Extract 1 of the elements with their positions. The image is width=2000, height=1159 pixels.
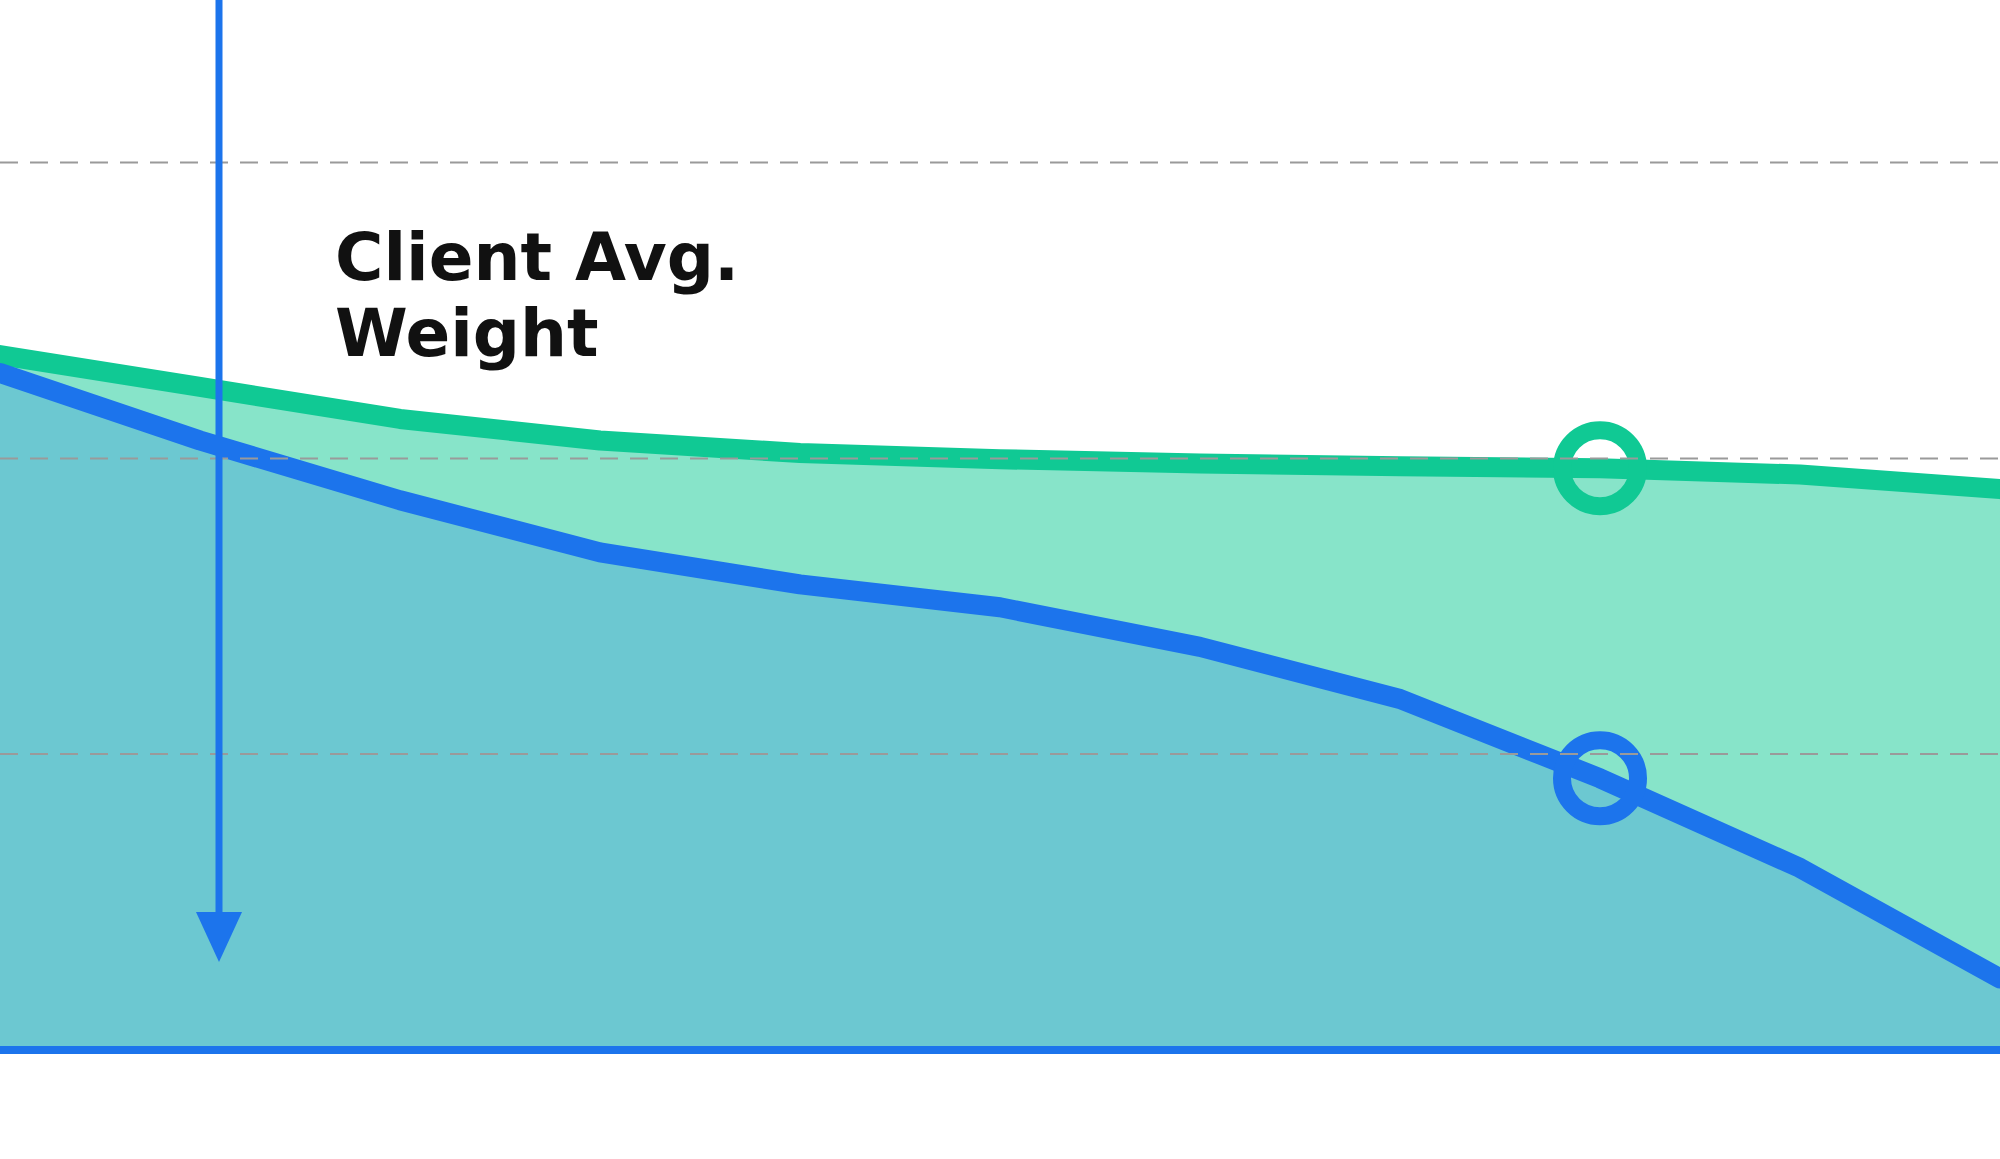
annotation: Client Avg. Weight bbox=[335, 219, 740, 372]
